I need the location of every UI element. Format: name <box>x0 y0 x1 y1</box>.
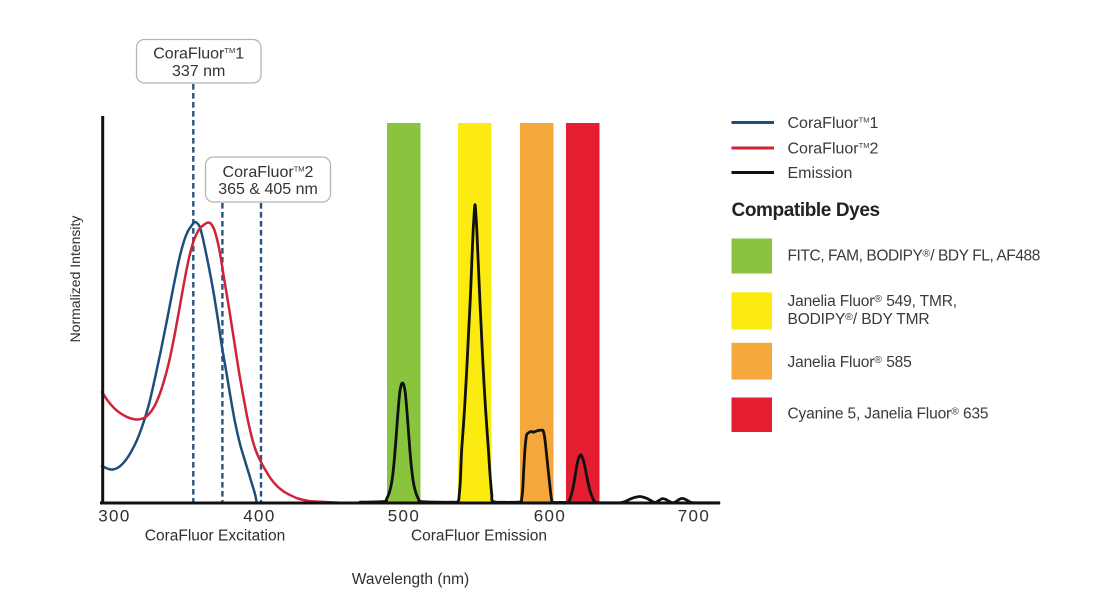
svg-text:Emission: Emission <box>788 165 853 182</box>
svg-text:BODIPY®​/ BDY TMR: BODIPY®​/ BDY TMR <box>788 311 930 328</box>
svg-text:CoraFluor Excitation: CoraFluor Excitation <box>145 528 285 545</box>
svg-text:CoraFluor Emission: CoraFluor Emission <box>411 528 547 545</box>
svg-text:CoraFluorTM1: CoraFluorTM1 <box>788 115 879 132</box>
svg-text:337 nm: 337 nm <box>172 63 225 80</box>
svg-text:CoraFluorTM2: CoraFluorTM2 <box>788 141 879 158</box>
svg-text:CoraFluorTM2: CoraFluorTM2 <box>223 164 314 181</box>
svg-text:CoraFluorTM1: CoraFluorTM1 <box>153 46 244 63</box>
svg-text:Wavelength (nm): Wavelength (nm) <box>352 571 469 588</box>
svg-text:Janelia Fluor®​ 585: Janelia Fluor®​ 585 <box>788 354 912 371</box>
svg-text:400: 400 <box>243 507 276 526</box>
svg-text:FITC, FAM, BODIPY®​/ BDY FL, A: FITC, FAM, BODIPY®​/ BDY FL, AF488 <box>788 248 1040 265</box>
svg-text:Normalized Intensity: Normalized Intensity <box>67 216 83 343</box>
svg-text:Janelia Fluor®​ 549, TMR,: Janelia Fluor®​ 549, TMR, <box>788 293 957 310</box>
svg-text:Cyanine 5, Janelia Fluor®​ 635: Cyanine 5, Janelia Fluor®​ 635 <box>788 406 989 423</box>
svg-text:Compatible Dyes: Compatible Dyes <box>732 200 880 221</box>
svg-text:500: 500 <box>388 507 421 526</box>
svg-text:700: 700 <box>678 507 711 526</box>
svg-text:365 & 405 nm: 365 & 405 nm <box>218 181 318 198</box>
svg-text:600: 600 <box>534 507 567 526</box>
svg-text:300: 300 <box>98 507 131 526</box>
